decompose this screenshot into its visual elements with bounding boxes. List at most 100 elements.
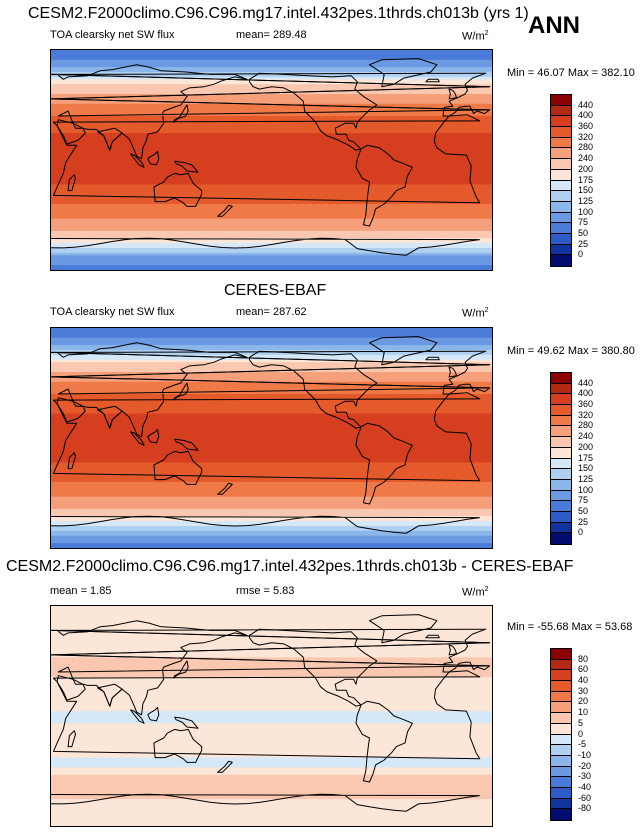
- lat-band: [51, 74, 492, 78]
- colorbar-tick-label: 75: [578, 495, 589, 506]
- colorbar-swatch: [551, 734, 571, 746]
- colorbar-swatch: [551, 148, 571, 160]
- lat-band: [51, 782, 492, 786]
- colorbar-swatch: [551, 244, 571, 256]
- coastline-borneo: [147, 150, 160, 166]
- lat-band: [51, 528, 492, 532]
- lat-band: [51, 669, 492, 673]
- lat-band: [51, 50, 492, 54]
- lat-band: [51, 216, 492, 220]
- lat-band: [51, 772, 492, 776]
- coastline-sumatra: [130, 709, 145, 724]
- lat-band: [51, 725, 492, 729]
- coastline-greenland: [369, 58, 438, 88]
- lat-band: [51, 255, 492, 259]
- panel3-colorbar: [550, 648, 572, 821]
- lat-band: [51, 764, 492, 768]
- lat-band: [51, 472, 492, 476]
- lat-band: [51, 337, 492, 341]
- coastline-madagascar: [67, 730, 76, 748]
- lat-band: [51, 423, 492, 427]
- panel1-units: W/m2: [462, 30, 489, 43]
- coastline-arabia: [56, 675, 86, 701]
- lat-band: [51, 733, 492, 737]
- colorbar-swatch: [551, 223, 571, 234]
- coastline-africa: [53, 392, 481, 482]
- lat-band: [51, 262, 492, 266]
- coastline-madagascar: [67, 452, 76, 470]
- lat-band: [51, 784, 492, 788]
- lat-band: [51, 728, 492, 732]
- lat-band: [51, 608, 492, 612]
- coastline-australia: [153, 728, 203, 763]
- colorbar-swatch: [551, 95, 571, 106]
- lat-band: [51, 540, 492, 544]
- colorbar-swatch: [551, 702, 571, 714]
- coastline-australia: [153, 450, 203, 485]
- coastline-nz: [217, 482, 233, 495]
- lat-band: [51, 518, 492, 522]
- lat-band: [51, 191, 492, 195]
- coastline-namerica: [249, 350, 378, 429]
- lat-band: [51, 535, 492, 539]
- lat-band: [51, 245, 492, 249]
- coastline-newguinea: [174, 716, 199, 729]
- lat-band: [51, 367, 492, 371]
- lat-band: [51, 804, 492, 808]
- lat-band: [51, 659, 492, 663]
- colorbar-tick-label: 5: [578, 717, 584, 728]
- colorbar-tick-label: 100: [578, 484, 594, 495]
- lat-band: [51, 823, 492, 826]
- colorbar-tick-label: 125: [578, 195, 594, 206]
- lat-band: [51, 226, 492, 230]
- lat-band: [51, 450, 492, 454]
- lat-band: [51, 179, 492, 183]
- lat-band: [51, 610, 492, 614]
- lat-band: [51, 218, 492, 222]
- colorbar-swatch: [551, 745, 571, 756]
- panel1-minmax: Min = 46.07 Max = 382.10: [507, 67, 635, 79]
- lat-band: [51, 752, 492, 756]
- map-plot-1: [51, 50, 492, 270]
- colorbar-swatch: [551, 691, 571, 703]
- lat-band: [51, 265, 492, 269]
- lat-band: [51, 108, 492, 112]
- lat-band: [51, 142, 492, 146]
- coastline-australia: [153, 172, 203, 207]
- panel1-colorbar: [550, 94, 572, 267]
- coastline-africa: [53, 670, 481, 760]
- lat-band: [51, 703, 492, 707]
- lat-band: [51, 474, 492, 478]
- lat-band: [51, 213, 492, 217]
- lat-band: [51, 133, 492, 137]
- coastline-antarctica: [51, 515, 480, 534]
- panel2-colorbar: [550, 372, 572, 545]
- lat-band: [51, 442, 492, 446]
- coastline-newguinea: [174, 438, 199, 451]
- lat-band: [51, 372, 492, 376]
- coastline-iceland: [425, 78, 440, 83]
- lat-band: [51, 374, 492, 378]
- colorbar-swatch: [551, 191, 571, 202]
- lat-band: [51, 379, 492, 383]
- lat-band: [51, 435, 492, 439]
- lat-band: [51, 335, 492, 339]
- lat-band: [51, 718, 492, 722]
- panel2-map: [50, 327, 493, 549]
- colorbar-swatch: [551, 501, 571, 512]
- lat-band: [51, 96, 492, 100]
- coastline-europe_w: [51, 628, 491, 673]
- lat-band: [51, 206, 492, 210]
- lat-band: [51, 740, 492, 744]
- lat-band: [51, 425, 492, 429]
- lat-band: [51, 364, 492, 368]
- colorbar-tick-label: 175: [578, 174, 594, 185]
- lat-band: [51, 172, 492, 176]
- colorbar-swatch: [551, 766, 571, 778]
- lat-band: [51, 657, 492, 661]
- lat-band: [51, 330, 492, 334]
- colorbar-swatch: [551, 415, 571, 427]
- colorbar-swatch: [551, 201, 571, 213]
- lat-band: [51, 428, 492, 432]
- lat-band: [51, 394, 492, 398]
